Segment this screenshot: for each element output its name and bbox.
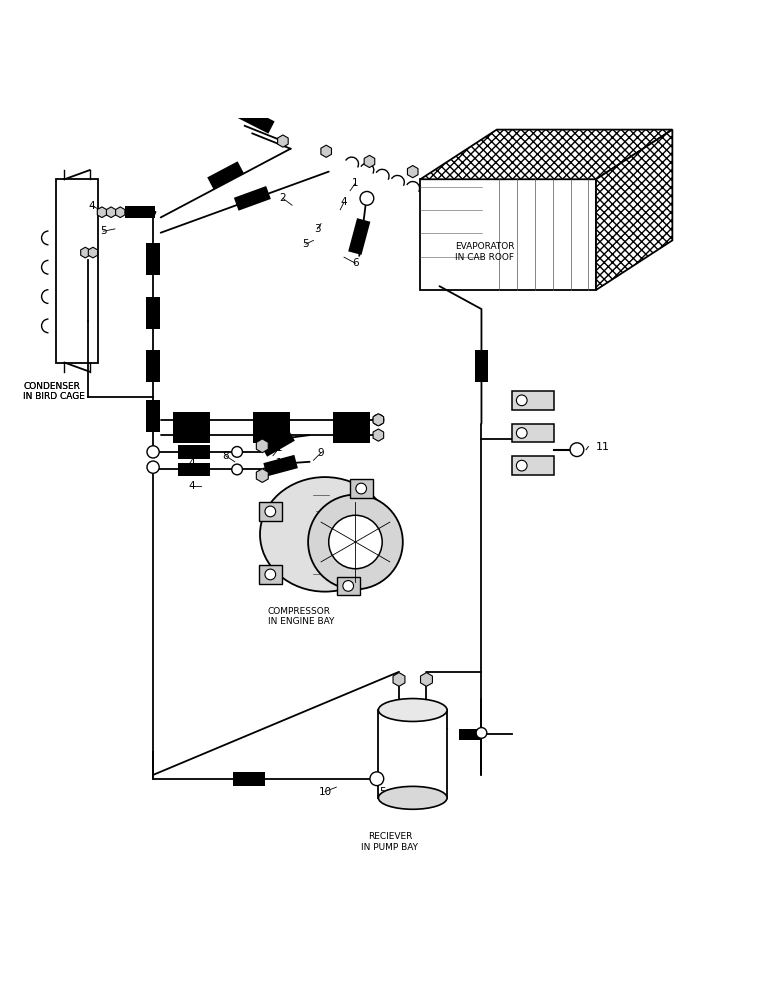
Text: 5: 5 xyxy=(100,226,107,236)
Polygon shape xyxy=(459,729,482,740)
Polygon shape xyxy=(146,350,160,382)
Circle shape xyxy=(232,447,242,457)
Polygon shape xyxy=(173,412,209,427)
Polygon shape xyxy=(278,135,288,147)
Text: CONDENSER
IN BIRD CAGE: CONDENSER IN BIRD CAGE xyxy=(23,382,85,401)
Polygon shape xyxy=(232,772,265,786)
Polygon shape xyxy=(116,207,125,218)
Polygon shape xyxy=(82,268,93,298)
Polygon shape xyxy=(178,463,209,476)
Text: 2: 2 xyxy=(279,193,286,203)
Polygon shape xyxy=(256,469,268,482)
Bar xyxy=(337,577,360,595)
Text: CONDENSER
IN BIRD CAGE: CONDENSER IN BIRD CAGE xyxy=(23,382,85,401)
Text: 5: 5 xyxy=(303,239,309,249)
Polygon shape xyxy=(334,427,370,443)
Circle shape xyxy=(373,414,384,425)
Bar xyxy=(259,565,282,584)
Polygon shape xyxy=(408,166,418,178)
Polygon shape xyxy=(321,145,331,157)
Text: 3: 3 xyxy=(314,224,320,234)
Polygon shape xyxy=(146,400,160,432)
Polygon shape xyxy=(263,455,298,476)
Polygon shape xyxy=(107,207,116,218)
Ellipse shape xyxy=(260,477,390,592)
Circle shape xyxy=(147,446,159,458)
Polygon shape xyxy=(178,445,209,459)
Polygon shape xyxy=(475,350,489,382)
Circle shape xyxy=(72,266,83,276)
Circle shape xyxy=(570,443,584,457)
Text: 4: 4 xyxy=(340,197,347,207)
Polygon shape xyxy=(253,412,290,427)
Circle shape xyxy=(370,772,384,786)
Text: 5: 5 xyxy=(478,728,485,738)
Ellipse shape xyxy=(378,786,447,809)
Text: 4: 4 xyxy=(188,458,195,468)
Bar xyxy=(350,479,373,498)
Text: EVAPORATOR
IN CAB ROOF: EVAPORATOR IN CAB ROOF xyxy=(455,242,514,262)
Text: COMPRESSOR
IN ENGINE BAY: COMPRESSOR IN ENGINE BAY xyxy=(268,607,334,626)
Circle shape xyxy=(72,211,83,221)
Polygon shape xyxy=(125,206,155,218)
Circle shape xyxy=(265,569,276,580)
Polygon shape xyxy=(207,161,244,190)
Circle shape xyxy=(516,395,527,406)
Polygon shape xyxy=(373,414,384,426)
Circle shape xyxy=(343,581,354,591)
Polygon shape xyxy=(88,247,97,258)
Circle shape xyxy=(476,728,487,738)
Text: 4: 4 xyxy=(188,481,195,491)
Bar xyxy=(512,391,554,410)
Ellipse shape xyxy=(378,699,447,721)
Polygon shape xyxy=(421,179,596,290)
Polygon shape xyxy=(393,673,405,686)
Polygon shape xyxy=(146,297,160,329)
Polygon shape xyxy=(146,243,160,275)
Text: 1: 1 xyxy=(276,443,283,453)
Circle shape xyxy=(516,460,527,471)
Text: 11: 11 xyxy=(596,442,610,452)
Text: 9: 9 xyxy=(318,448,324,458)
Text: RECIEVER
IN PUMP BAY: RECIEVER IN PUMP BAY xyxy=(361,832,418,852)
Polygon shape xyxy=(234,186,271,211)
Circle shape xyxy=(72,321,83,331)
Bar xyxy=(56,179,98,363)
Polygon shape xyxy=(253,427,290,443)
Circle shape xyxy=(232,464,242,475)
Polygon shape xyxy=(81,247,90,258)
Polygon shape xyxy=(373,429,384,441)
Polygon shape xyxy=(364,155,374,168)
Circle shape xyxy=(329,515,382,569)
Polygon shape xyxy=(173,427,209,443)
Text: 5: 5 xyxy=(379,787,385,797)
Text: 1: 1 xyxy=(276,458,283,468)
Polygon shape xyxy=(421,130,672,179)
Bar xyxy=(512,424,554,442)
Bar xyxy=(378,710,447,798)
Circle shape xyxy=(308,495,403,589)
Bar xyxy=(259,502,282,521)
Text: 1: 1 xyxy=(352,178,359,188)
Text: 10: 10 xyxy=(318,787,331,797)
Polygon shape xyxy=(596,130,672,290)
Polygon shape xyxy=(348,218,371,255)
Polygon shape xyxy=(334,412,370,427)
Polygon shape xyxy=(97,207,107,218)
Polygon shape xyxy=(256,439,268,453)
Polygon shape xyxy=(421,673,432,686)
Circle shape xyxy=(147,461,159,473)
Bar xyxy=(512,456,554,475)
Circle shape xyxy=(356,483,367,494)
Circle shape xyxy=(360,191,374,205)
Text: 4: 4 xyxy=(89,201,95,211)
Text: 7: 7 xyxy=(146,207,153,217)
Polygon shape xyxy=(238,106,275,134)
Text: 6: 6 xyxy=(352,258,359,268)
Text: 8: 8 xyxy=(222,451,229,461)
Circle shape xyxy=(516,428,527,438)
Circle shape xyxy=(265,506,276,517)
Polygon shape xyxy=(260,429,295,457)
